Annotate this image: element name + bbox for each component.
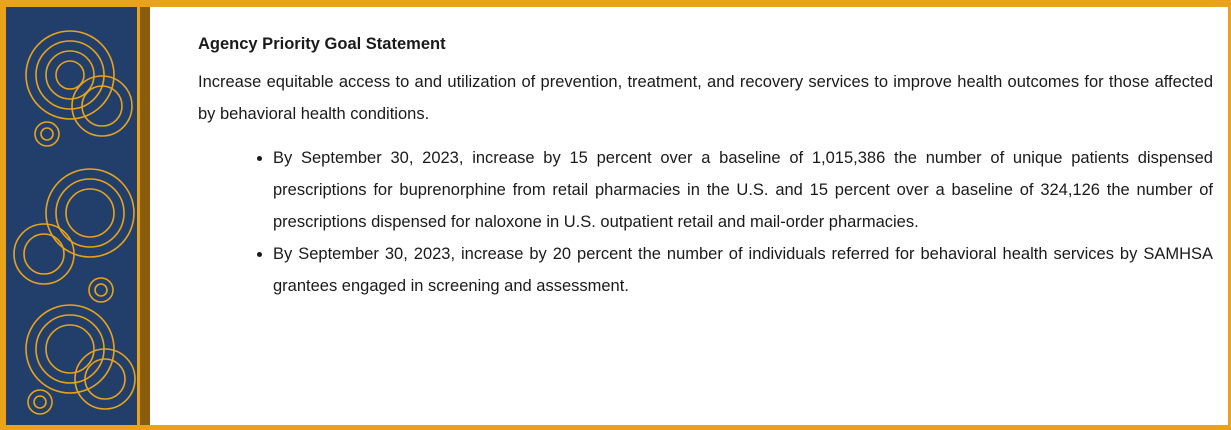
divider-bar [137,7,150,425]
title: Agency Priority Goal Statement [198,35,446,53]
statement: Increase equitable access to and utiliza… [198,73,1213,123]
circle-decor [13,30,136,415]
bullet: By September 30, 2023, increase by 15 pe… [273,142,1213,238]
content: Agency Priority Goal Statement Increase … [198,30,1213,302]
bullet-list: By September 30, 2023, increase by 15 pe… [198,142,1213,302]
bullet: By September 30, 2023, increase by 20 pe… [273,238,1213,302]
decor-panel [6,7,137,425]
